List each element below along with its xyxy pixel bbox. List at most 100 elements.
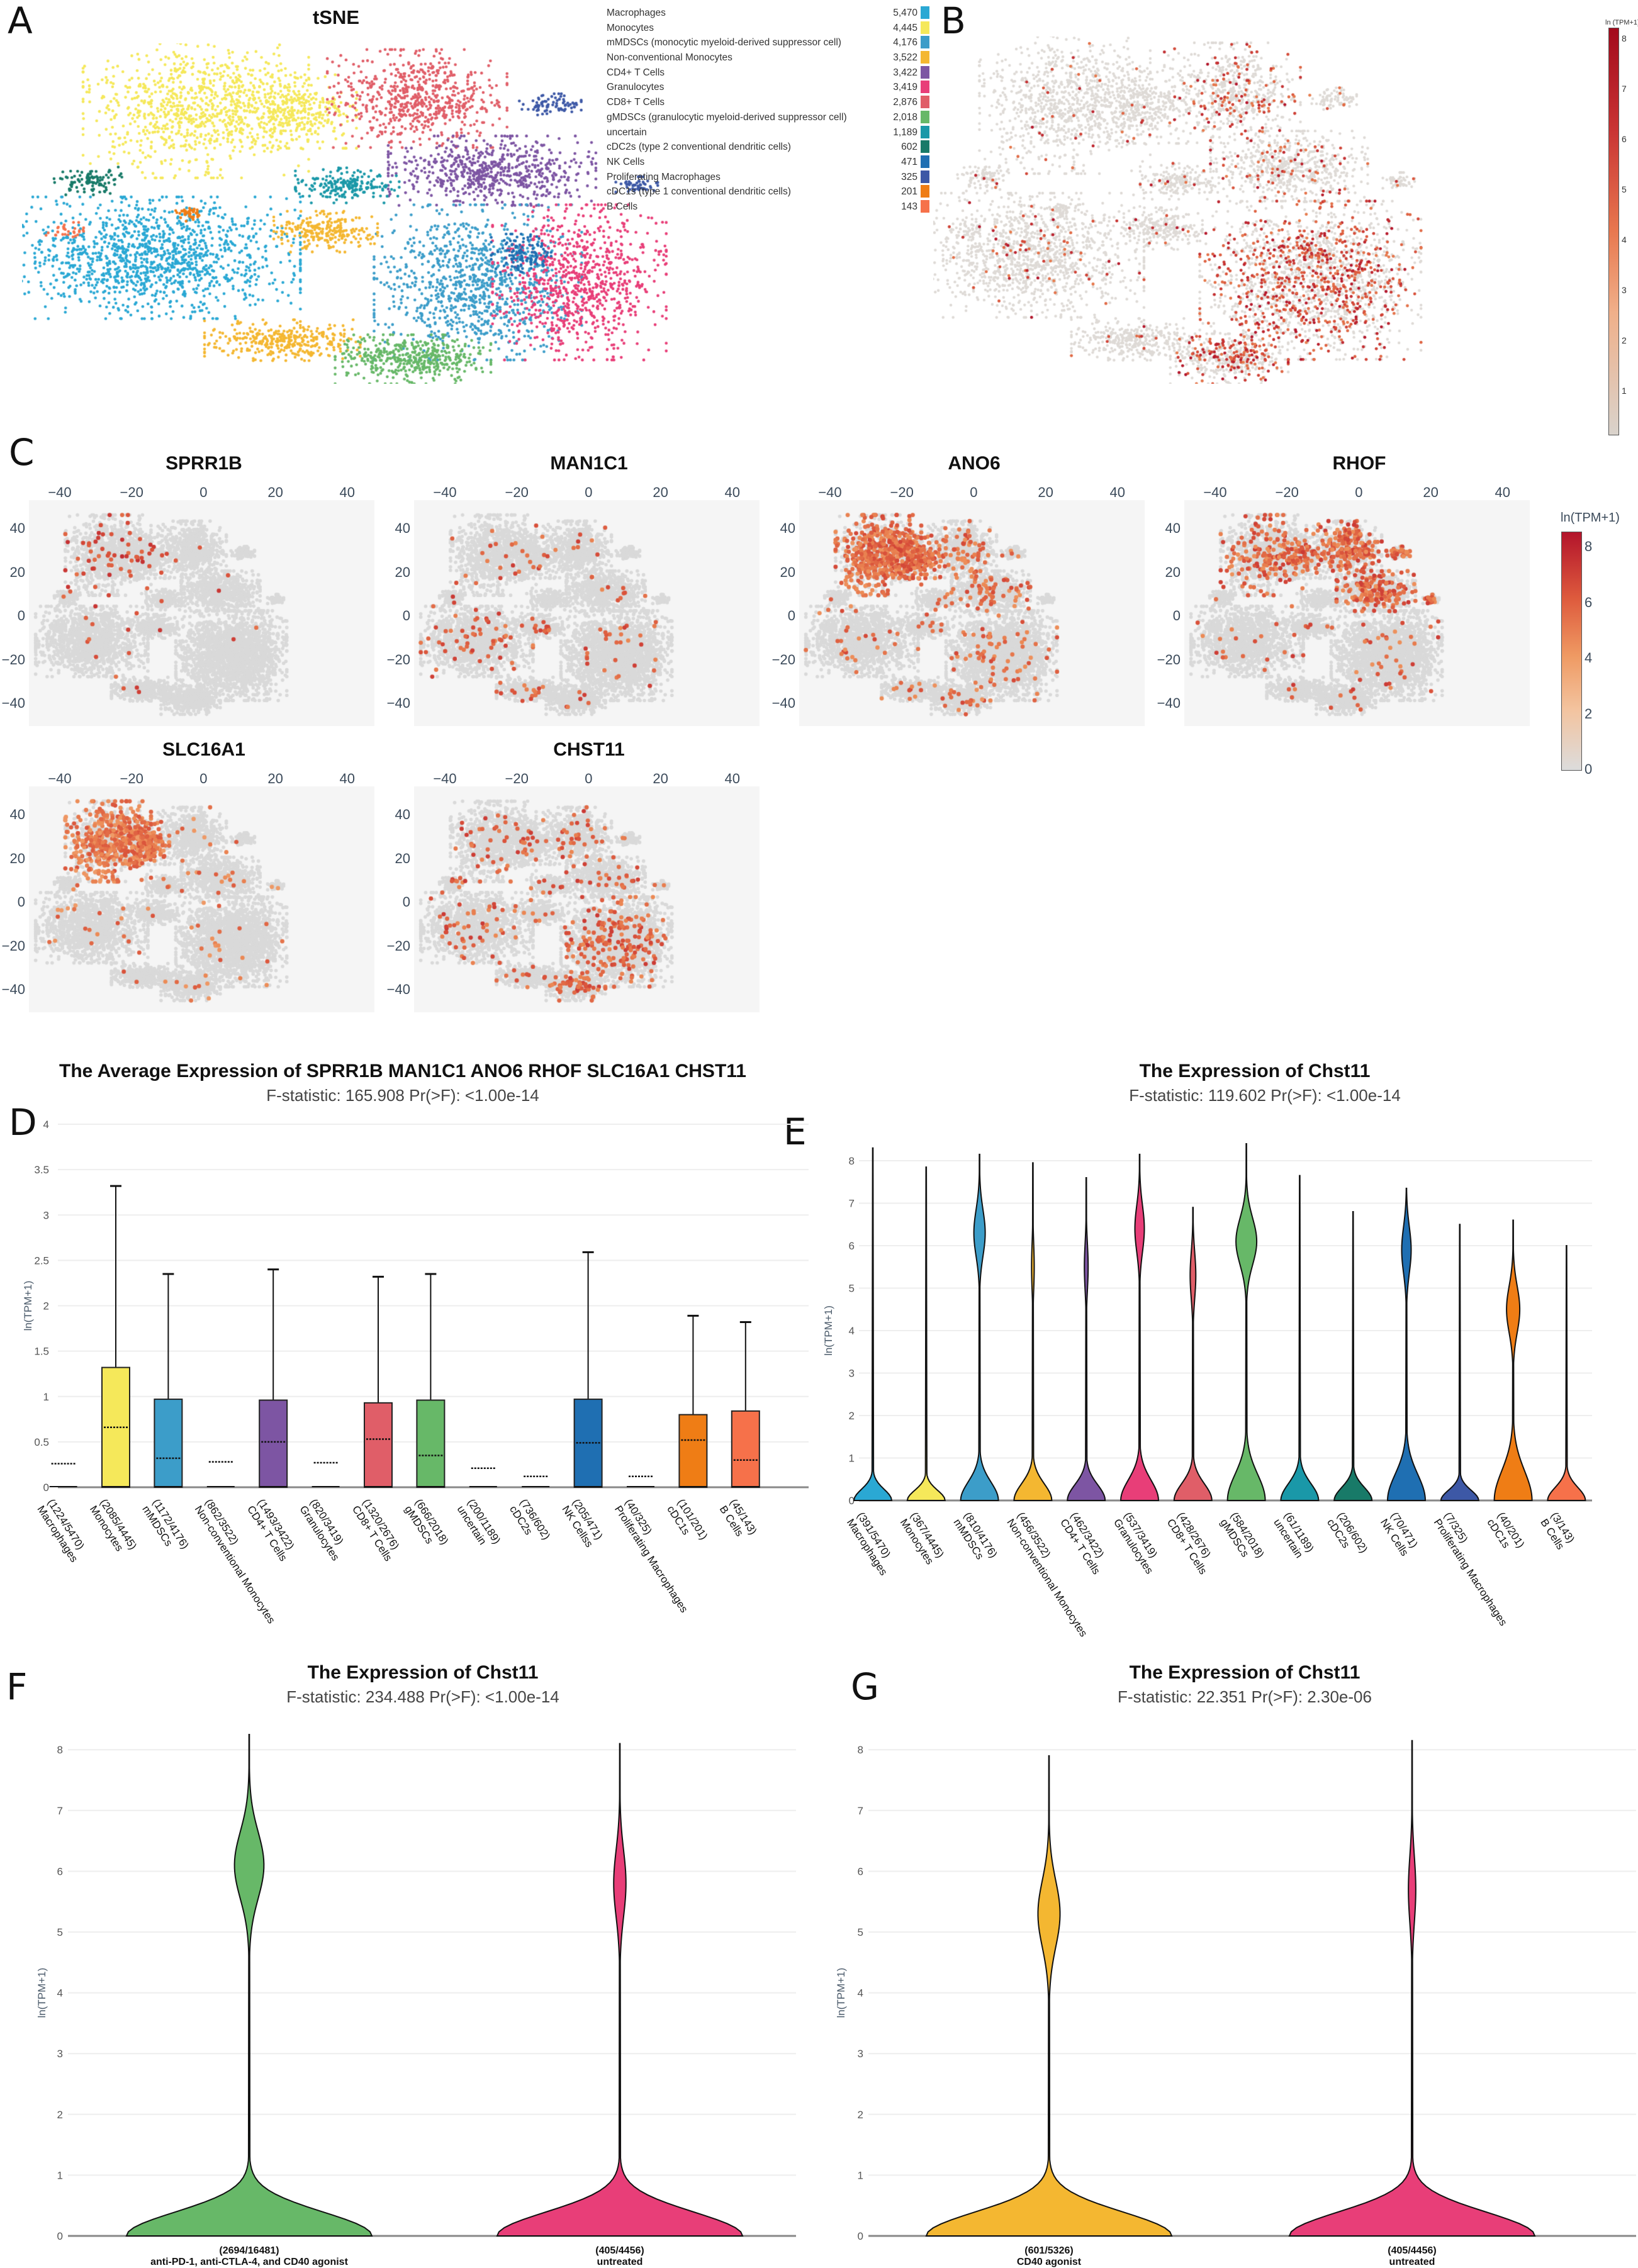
y-tick-label: 6 bbox=[57, 1865, 63, 1877]
y-tick-label: 2 bbox=[43, 1300, 49, 1312]
violin-proliferating-macrophages bbox=[1440, 1224, 1480, 1501]
gene-title-ano6: ANO6 bbox=[948, 453, 1001, 474]
gene-expression-scatter-chst11 bbox=[414, 786, 760, 1012]
legend-label: cDC2s (type 2 conventional dendritic cel… bbox=[607, 142, 791, 153]
x-tick: −20 bbox=[120, 484, 143, 500]
legend-count: 201 bbox=[901, 186, 917, 198]
y-tick: −20 bbox=[386, 651, 410, 668]
y-tick-label: 1 bbox=[858, 2169, 863, 2181]
x-tick: 40 bbox=[724, 771, 741, 786]
legend-item: mMDSCs (monocytic myeloid-derived suppre… bbox=[605, 35, 933, 50]
colorbar-b-tick: 6 bbox=[1622, 134, 1627, 144]
legend-count: 3,522 bbox=[893, 52, 917, 64]
panel-g-title: The Expression of Chst11 bbox=[1129, 1662, 1360, 1683]
y-tick: 40 bbox=[395, 520, 410, 536]
colorbar-b-tick: 5 bbox=[1622, 184, 1627, 194]
legend-item: Granulocytes 3,419 bbox=[605, 79, 933, 94]
box-cd4-t-cells bbox=[259, 1399, 288, 1489]
violin-untreated bbox=[1288, 1740, 1536, 2237]
colorbar-b bbox=[1608, 28, 1619, 435]
legend-count: 1,189 bbox=[893, 126, 917, 138]
y-tick-label: 4 bbox=[57, 1987, 63, 1999]
legend-swatch bbox=[921, 199, 929, 213]
x-tick: 20 bbox=[1423, 484, 1439, 500]
violin-cd4-t-cells bbox=[1067, 1177, 1106, 1501]
violin-cdc1s bbox=[1493, 1219, 1533, 1501]
y-tick: 20 bbox=[9, 850, 25, 866]
legend-label: NK Cells bbox=[607, 156, 645, 167]
y-tick: 20 bbox=[395, 850, 410, 866]
category-name-label: anti-PD-1, anti-CTLA-4, and CD40 agonist bbox=[150, 2257, 348, 2267]
y-tick-label: 1 bbox=[849, 1453, 855, 1465]
y-tick-label: 0 bbox=[43, 1482, 49, 1494]
colorbar-c-tick: 2 bbox=[1585, 705, 1593, 722]
y-tick: −20 bbox=[1157, 651, 1181, 668]
y-tick: 0 bbox=[402, 608, 410, 623]
legend-label: Macrophages bbox=[607, 8, 666, 18]
legend-swatch bbox=[921, 51, 929, 64]
y-tick-label: 1 bbox=[43, 1391, 49, 1403]
violin-cd40-agonist bbox=[925, 1755, 1173, 2237]
legend-label: CD4+ T Cells bbox=[607, 67, 665, 78]
legend-swatch bbox=[921, 6, 929, 19]
y-tick: −40 bbox=[771, 695, 795, 711]
y-tick-label: 3 bbox=[43, 1209, 49, 1221]
tsne-expression-scatter bbox=[933, 36, 1563, 384]
violin-uncertain bbox=[1280, 1175, 1320, 1501]
violin-cd8-t-cells bbox=[1173, 1207, 1213, 1501]
y-tick-label: 8 bbox=[849, 1155, 855, 1167]
legend-label: gMDSCs (granulocytic myeloid-derived sup… bbox=[607, 111, 847, 123]
gene-title-rhof: RHOF bbox=[1332, 453, 1386, 474]
panel-label-a: A bbox=[8, 0, 33, 42]
colorbar-b-title: ln (TPM+1) bbox=[1605, 19, 1638, 26]
x-tick: −40 bbox=[48, 484, 72, 500]
violin-monocytes bbox=[906, 1166, 946, 1501]
legend-count: 3,419 bbox=[893, 82, 917, 93]
gene-title-chst11: CHST11 bbox=[553, 739, 625, 760]
category-count-label: (405/4456) bbox=[595, 2245, 644, 2256]
panel-label-g: G bbox=[851, 1665, 879, 1708]
y-tick-label: 4 bbox=[858, 1987, 863, 1999]
legend-count: 4,176 bbox=[893, 37, 917, 48]
y-tick-label: 1.5 bbox=[34, 1346, 49, 1358]
legend-count: 2,018 bbox=[893, 111, 917, 123]
legend-item: Proliferating Macrophages 325 bbox=[605, 169, 933, 184]
y-tick: −40 bbox=[386, 981, 410, 997]
x-tick: −20 bbox=[1275, 484, 1299, 500]
y-tick-label: 5 bbox=[849, 1283, 855, 1295]
y-axis-label: ln(TPM+1) bbox=[822, 1305, 834, 1356]
legend-swatch bbox=[921, 170, 929, 183]
legend-swatch bbox=[921, 140, 929, 154]
legend-item: cDC2s (type 2 conventional dendritic cel… bbox=[605, 139, 933, 154]
x-tick: 0 bbox=[970, 484, 978, 500]
violin-granulocytes bbox=[1119, 1153, 1160, 1501]
gene-expression-scatter-ano6 bbox=[799, 500, 1145, 726]
x-tick: 20 bbox=[1038, 484, 1053, 500]
legend-item: Macrophages 5,470 bbox=[605, 5, 933, 20]
legend-count: 4,445 bbox=[893, 22, 917, 33]
box-gmdscs bbox=[416, 1399, 446, 1489]
y-tick: 40 bbox=[395, 807, 410, 822]
y-tick: −20 bbox=[386, 937, 410, 954]
panel-f-title: The Expression of Chst11 bbox=[307, 1662, 539, 1683]
y-tick: 40 bbox=[9, 807, 25, 822]
y-tick-label: 2.5 bbox=[34, 1254, 49, 1266]
x-tick: 0 bbox=[585, 484, 593, 500]
tsne-title: tSNE bbox=[312, 6, 360, 28]
gene-expression-scatter-sprr1b bbox=[29, 500, 374, 726]
violin-untreated bbox=[496, 1743, 744, 2237]
violin-anti-pd-1-anti-ctla-4-and-cd40-agonist bbox=[125, 1734, 373, 2237]
colorbar-c-tick: 0 bbox=[1585, 761, 1593, 777]
box-cd8-t-cells bbox=[364, 1402, 393, 1488]
panel-g-subtitle: F-statistic: 22.351 Pr(>F): 2.30e-06 bbox=[1118, 1687, 1372, 1706]
x-tick: 20 bbox=[267, 484, 283, 500]
cell-type-legend: Macrophages 5,470 Monocytes 4,445 mMDSCs (mo… bbox=[605, 5, 933, 214]
gene-expression-scatter-man1c1 bbox=[414, 500, 760, 726]
x-tick: 40 bbox=[339, 484, 356, 500]
gene-expression-scatter-slc16a1 bbox=[29, 786, 374, 1012]
legend-swatch bbox=[921, 155, 929, 168]
y-tick-label: 2 bbox=[57, 2109, 63, 2121]
legend-swatch bbox=[921, 81, 929, 94]
y-tick: 0 bbox=[17, 608, 25, 623]
